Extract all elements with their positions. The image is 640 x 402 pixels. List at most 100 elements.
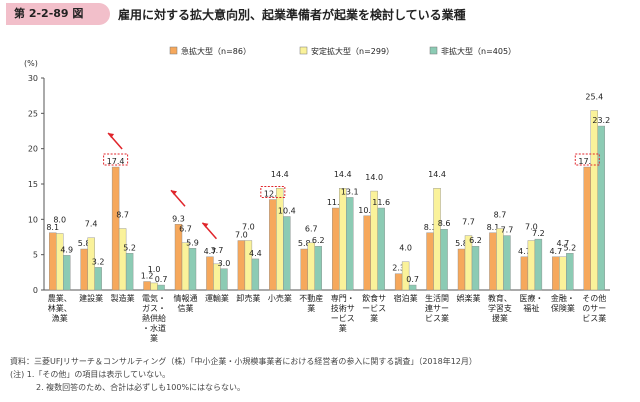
data-label: 1.2 bbox=[141, 272, 154, 281]
category-label: 学習支 bbox=[488, 303, 512, 313]
bar bbox=[496, 228, 504, 291]
data-label: 10.4 bbox=[278, 207, 296, 216]
data-label: 9.3 bbox=[172, 214, 185, 223]
category-label: ・水道 bbox=[142, 323, 166, 333]
bar bbox=[339, 188, 347, 291]
data-label: 8.6 bbox=[438, 219, 451, 228]
category-label: ービス bbox=[331, 314, 355, 323]
bar bbox=[363, 215, 371, 291]
data-label: 11.6 bbox=[327, 198, 345, 207]
data-label: 7.0 bbox=[235, 231, 248, 240]
data-label: 7.0 bbox=[242, 223, 255, 232]
data-label: 6.2 bbox=[469, 236, 482, 245]
bar bbox=[49, 232, 57, 291]
category-label: 福祉 bbox=[523, 303, 539, 313]
category-label: ービス bbox=[362, 304, 386, 313]
category-label: 技術サ bbox=[331, 303, 355, 313]
data-label: 0.7 bbox=[155, 275, 168, 284]
category-label: 宿泊業 bbox=[394, 293, 418, 303]
bar bbox=[125, 253, 134, 291]
data-label: 3.2 bbox=[92, 257, 105, 266]
category-label: ガス・ bbox=[142, 303, 166, 313]
data-label: 13.1 bbox=[341, 187, 359, 196]
data-label: 7.0 bbox=[525, 223, 538, 232]
data-label: 6.2 bbox=[312, 236, 325, 245]
data-label: 8.1 bbox=[424, 223, 437, 232]
category-label: 林業、 bbox=[48, 303, 72, 313]
category-label: 熱供給 bbox=[142, 313, 166, 323]
data-label: 7.7 bbox=[462, 218, 475, 227]
data-label: 6.7 bbox=[305, 225, 318, 234]
bar bbox=[188, 248, 197, 291]
category-label: 業 bbox=[150, 333, 158, 343]
figure-number-badge: 第 2-2-89 図 bbox=[6, 3, 110, 25]
category-label: 情報通 bbox=[174, 293, 198, 303]
data-label: 8.7 bbox=[116, 211, 129, 220]
source-note: 資料：三菱UFJリサーチ＆コンサルティング（株）「中小企業・小規模事業者における… bbox=[10, 357, 477, 366]
bar bbox=[269, 199, 277, 291]
category-label: 業 bbox=[370, 313, 378, 323]
category-label: 保険業 bbox=[551, 303, 575, 313]
y-tick-label: 10 bbox=[28, 215, 38, 224]
category-label: 娯楽業 bbox=[457, 293, 481, 303]
data-label: 4.7 bbox=[204, 247, 217, 256]
bar bbox=[307, 242, 315, 291]
data-label: 7.2 bbox=[532, 229, 545, 238]
bar bbox=[534, 238, 543, 291]
data-label: 4.7 bbox=[556, 239, 569, 248]
arrow-head-icon bbox=[171, 190, 177, 196]
bar bbox=[559, 256, 567, 291]
data-label: 14.4 bbox=[271, 170, 289, 179]
highlight-box bbox=[574, 153, 600, 166]
bar bbox=[56, 233, 64, 291]
bar bbox=[394, 273, 403, 291]
y-axis-label: (%) bbox=[24, 59, 38, 68]
data-label: 3.0 bbox=[218, 259, 231, 268]
arrow-head-icon bbox=[108, 133, 115, 139]
bar bbox=[206, 256, 214, 291]
legend-swatch bbox=[169, 46, 178, 55]
footnote-2: 2. 複数回答のため、合計は必ずしも100%にはならない。 bbox=[36, 383, 246, 392]
y-tick-label: 20 bbox=[28, 145, 38, 154]
figure-title: 雇用に対する拡大意向別、起業準備者が起業を検討している業種 bbox=[118, 8, 466, 22]
bar bbox=[597, 125, 605, 291]
bar bbox=[63, 255, 71, 291]
data-label: 8.1 bbox=[487, 223, 500, 232]
legend-swatch bbox=[299, 46, 308, 55]
bar bbox=[157, 284, 165, 291]
bar bbox=[471, 245, 480, 291]
category-label: 農業、 bbox=[48, 293, 72, 303]
legend-label: 非拡大型（n=405） bbox=[441, 46, 516, 56]
category-label: 連サー bbox=[425, 303, 449, 313]
category-label: 不動産 bbox=[299, 293, 323, 303]
category-label: 医療・ bbox=[519, 293, 543, 303]
data-label: 5.2 bbox=[563, 243, 576, 252]
category-label: ビス業 bbox=[425, 313, 449, 323]
data-label: 5.8 bbox=[455, 239, 468, 248]
data-label: 17.4 bbox=[578, 157, 596, 166]
arrow-head-icon bbox=[202, 222, 209, 228]
data-label: 14.4 bbox=[428, 170, 446, 179]
bar bbox=[457, 248, 466, 291]
bar bbox=[237, 240, 246, 291]
category-label: 専門・ bbox=[331, 293, 355, 303]
y-tick-label: 5 bbox=[33, 251, 38, 260]
data-label: 7.4 bbox=[85, 220, 98, 229]
category-label: 建設業 bbox=[79, 293, 103, 303]
highlight-box bbox=[260, 186, 286, 199]
bar bbox=[143, 281, 151, 291]
category-label: のサー bbox=[582, 304, 606, 313]
category-label: 援業 bbox=[492, 313, 508, 323]
y-tick-label: 15 bbox=[28, 180, 38, 189]
bar bbox=[552, 256, 560, 291]
bar bbox=[300, 248, 308, 291]
footnote-1: (注) 1.「その他」の項目は表示していない。 bbox=[10, 370, 171, 379]
data-label: 14.4 bbox=[334, 170, 352, 179]
data-label: 11.6 bbox=[372, 198, 390, 207]
category-label: 電気・ bbox=[142, 293, 166, 303]
bar bbox=[276, 188, 284, 291]
highlight-box bbox=[103, 153, 129, 166]
category-label: 小売業 bbox=[268, 293, 292, 303]
bar bbox=[251, 258, 260, 291]
